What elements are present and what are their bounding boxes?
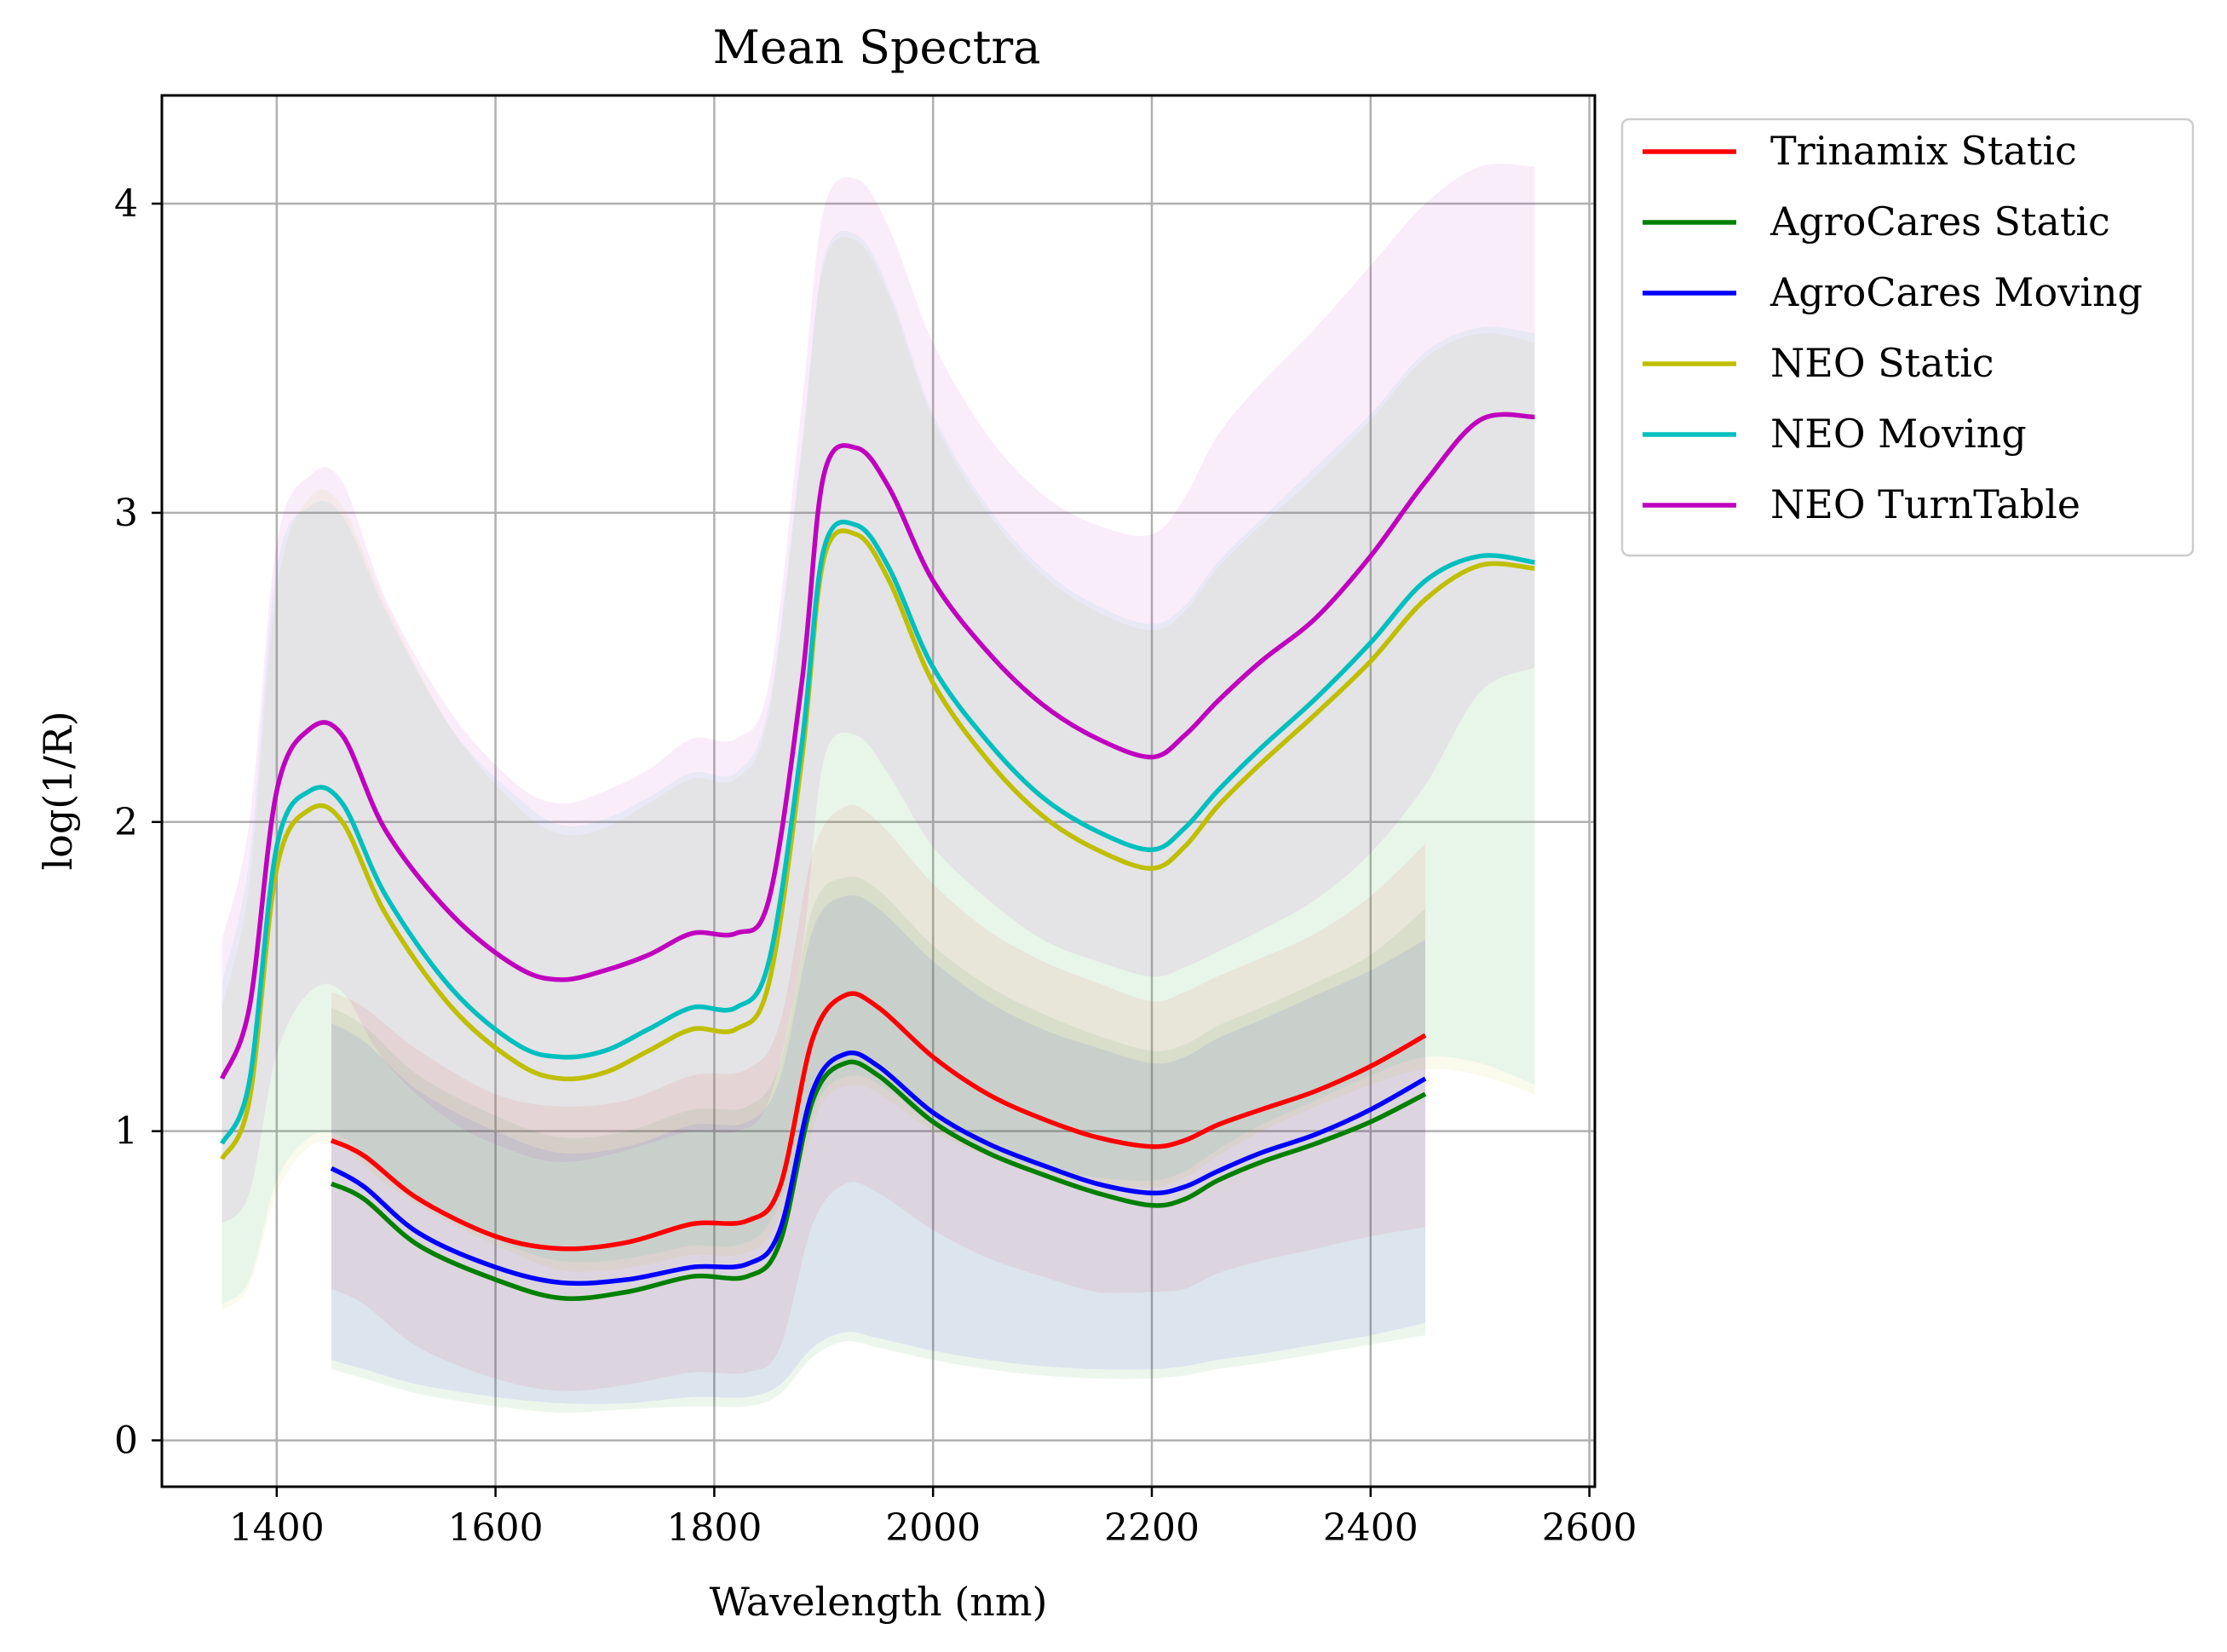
line-agrocares-static xyxy=(330,1059,1427,1301)
line-agrocares-moving xyxy=(330,1050,1427,1286)
band-neo-static xyxy=(222,237,1535,1311)
y-tick-label: 1 xyxy=(114,1110,138,1154)
x-tick-label: 1600 xyxy=(448,1506,544,1550)
plot-frame xyxy=(160,94,1597,1488)
x-axis-title: Wavelength (nm) xyxy=(710,1579,1048,1625)
axis-ticks: 1400 1600 1800 2000 2200 2400 2600 0 1 2 3 4 xyxy=(114,182,1637,1550)
y-tick-label: 4 xyxy=(114,182,138,226)
chart-title: Mean Spectra xyxy=(713,20,1041,74)
legend-label: AgroCares Static xyxy=(1770,199,2110,245)
x-tick-label: 1800 xyxy=(666,1506,762,1550)
legend-label: NEO TurnTable xyxy=(1770,481,2080,527)
series-lines xyxy=(220,412,1535,1301)
band-agrocares-moving xyxy=(331,895,1425,1404)
y-axis-title: log(1/R) xyxy=(35,711,81,870)
y-tick-label: 2 xyxy=(114,801,138,844)
grid xyxy=(162,95,1595,1487)
y-tick-label: 0 xyxy=(114,1419,138,1463)
line-trinamix-static xyxy=(330,991,1427,1252)
legend-box xyxy=(1620,118,2195,557)
band-neo-turntable xyxy=(222,164,1535,1224)
x-tick-label: 2200 xyxy=(1104,1506,1200,1550)
band-neo-moving xyxy=(222,230,1535,1304)
legend-label: Trinamix Static xyxy=(1770,128,2077,174)
x-tick-label: 2600 xyxy=(1542,1506,1637,1550)
line-neo-turntable xyxy=(220,412,1535,1080)
band-agrocares-static xyxy=(331,876,1425,1413)
legend-label: AgroCares Moving xyxy=(1770,269,2143,315)
legend-label: NEO Static xyxy=(1770,340,1994,386)
y-tick-label: 3 xyxy=(114,492,138,535)
legend-label: NEO Moving xyxy=(1770,411,2027,457)
x-tick-label: 2400 xyxy=(1323,1506,1418,1550)
x-tick-label: 1400 xyxy=(229,1506,325,1550)
line-neo-moving xyxy=(220,520,1535,1145)
legend: Trinamix Static AgroCares Static AgroCares… xyxy=(1620,118,2195,557)
x-tick-label: 2000 xyxy=(885,1506,981,1550)
